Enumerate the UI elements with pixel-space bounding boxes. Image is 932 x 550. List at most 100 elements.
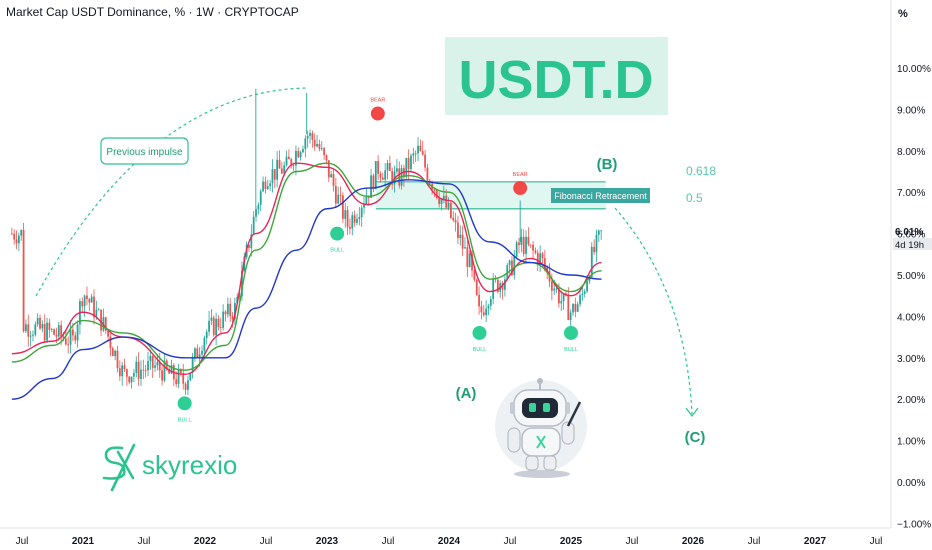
candle-body (184, 383, 187, 390)
x-tick-label: Jul (16, 536, 29, 547)
chart-header: Market Cap USDT Dominance, % · 1W · CRYP… (6, 5, 299, 19)
candle-body (438, 197, 441, 205)
candle-body (81, 301, 84, 307)
skyrexio-logo: skyrexio (102, 443, 237, 492)
candle-body (212, 317, 215, 336)
candle-body (158, 362, 161, 371)
candle-body (262, 181, 264, 192)
previous-impulse-arc (35, 87, 309, 297)
candle-body (269, 183, 272, 187)
candle-body (90, 296, 93, 303)
candle-body (13, 233, 16, 240)
x-tick-label: Jul (748, 536, 761, 547)
candle-body (525, 236, 527, 254)
candle-body (71, 329, 74, 336)
candle-body (365, 196, 368, 205)
candle-body (353, 215, 356, 223)
previous-impulse-label: Previous impulse (106, 147, 183, 158)
candle-body (116, 350, 119, 369)
candle-body (100, 309, 102, 331)
x-tick-label: 2027 (804, 536, 827, 547)
signal-markers: BEAR BEAR BULL BULL BULL BULL (177, 98, 578, 423)
candle-body (313, 139, 316, 147)
candle-body (489, 299, 492, 306)
candle-body (60, 325, 63, 337)
candle-body (473, 270, 476, 280)
candle-body (588, 276, 591, 282)
y-tick-label: 2.00% (897, 395, 925, 406)
candle-body (55, 334, 58, 337)
candle-body (118, 368, 121, 377)
candle-body (407, 157, 410, 170)
moving-average-2 (11, 162, 602, 371)
candle-body (170, 365, 173, 374)
candle-body (482, 312, 485, 316)
candle-body (205, 331, 208, 339)
candle-body (128, 376, 131, 383)
candle-body (259, 191, 262, 205)
candle-body (125, 369, 128, 377)
candle-body (250, 234, 253, 249)
ticker-box-label: USDT.D (458, 50, 653, 110)
candle-body (541, 253, 544, 259)
candle-body (10, 233, 13, 235)
candle-body (511, 260, 513, 276)
candle-body (287, 156, 290, 160)
moving-average-1 (11, 162, 602, 376)
candle-body (339, 194, 342, 196)
candle-body (226, 303, 229, 315)
fib-retracement-tag: Fibonacci Retracement (551, 188, 650, 203)
candle-body (579, 295, 581, 305)
candle-body (569, 312, 572, 320)
candle-body (332, 174, 335, 186)
candle-body (417, 145, 419, 154)
candle-body (276, 159, 279, 180)
candle-body (478, 294, 480, 307)
candle-body (311, 133, 314, 140)
moving-averages (11, 162, 602, 400)
candle-body (384, 170, 387, 180)
candle-body (290, 159, 293, 166)
candle-body (414, 153, 417, 155)
wave-c-label: (C) (685, 429, 706, 446)
candle-body (492, 278, 495, 300)
candle-body (32, 334, 34, 336)
candle-body (177, 370, 180, 385)
candle-body (233, 303, 236, 320)
wave-b-label: (B) (597, 156, 618, 173)
candle-body (515, 242, 518, 257)
candle-body (121, 365, 124, 377)
candle-body (327, 160, 330, 178)
candle-body (459, 234, 462, 239)
candle-body (520, 236, 523, 246)
candle-body (252, 216, 255, 235)
candle-body (194, 348, 196, 358)
candle-body (480, 306, 483, 313)
candle-body (318, 143, 321, 149)
candle-body (412, 153, 415, 156)
fib-0618-label: 0.618 (686, 164, 716, 178)
candle-body (41, 323, 44, 329)
fib-retracement-label: Fibonacci Retracement (554, 191, 647, 201)
candle-body (187, 380, 189, 390)
candle-body (560, 301, 563, 304)
candle-body (468, 253, 471, 267)
candle-body (410, 155, 412, 170)
candle-body (285, 156, 288, 166)
bull-label: BULL (564, 347, 578, 353)
candle-body (50, 329, 53, 331)
candle-body (48, 322, 51, 330)
bar-countdown: 4d 19h (895, 240, 924, 251)
candle-body (433, 189, 436, 191)
candle-body (325, 155, 328, 161)
candle-body (255, 208, 257, 217)
candle-body (248, 244, 250, 249)
x-tick-label: 2021 (72, 536, 95, 547)
candle-body (189, 372, 192, 381)
candle-body (20, 230, 23, 236)
candle-body (156, 362, 159, 366)
candle-body (57, 325, 60, 337)
candle-body (215, 318, 218, 336)
previous-impulse-callout: Previous impulse (100, 137, 189, 165)
